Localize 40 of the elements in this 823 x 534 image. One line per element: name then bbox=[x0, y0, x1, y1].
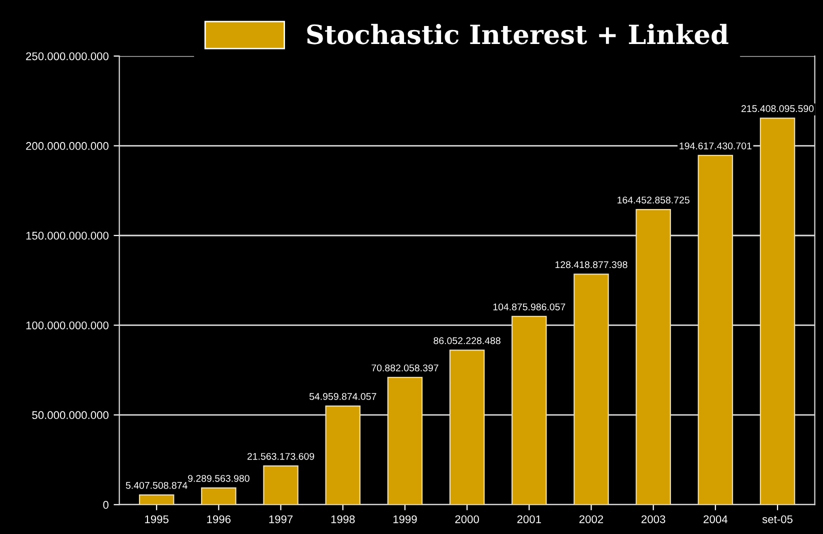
data-label: 70.882.058.397 bbox=[372, 364, 438, 372]
bar bbox=[263, 465, 298, 505]
y-tick-label: 50.000.000.000 bbox=[32, 411, 108, 420]
x-tick-label: 1996 bbox=[207, 515, 231, 524]
x-tick-label: 1999 bbox=[393, 515, 417, 524]
x-tick-label: 2002 bbox=[579, 515, 604, 524]
bar bbox=[325, 405, 360, 505]
x-tick-label: 1995 bbox=[145, 515, 168, 524]
bar bbox=[636, 209, 671, 505]
y-tick-label: 100.000.000.000 bbox=[26, 321, 108, 330]
x-tick-label: 1997 bbox=[269, 515, 293, 524]
x-tick-label: 2000 bbox=[455, 515, 479, 524]
data-label: 164.452.858.725 bbox=[618, 196, 690, 204]
x-tick-label: 2001 bbox=[517, 515, 541, 524]
bar bbox=[574, 274, 609, 505]
data-label: 194.617.430.701 bbox=[680, 142, 752, 150]
data-label: 215.408.095.590 bbox=[742, 105, 814, 112]
y-tick-label: 200.000.000.000 bbox=[26, 142, 108, 150]
bar bbox=[138, 494, 174, 505]
bar bbox=[760, 118, 796, 505]
data-label: 54.959.874.057 bbox=[309, 393, 376, 400]
bar bbox=[449, 350, 485, 505]
data-label: 21.563.173.609 bbox=[247, 452, 314, 460]
y-tick-label: 150.000.000.000 bbox=[26, 232, 108, 240]
bar bbox=[512, 316, 547, 505]
bar bbox=[201, 487, 236, 505]
data-label: 86.052.228.488 bbox=[434, 337, 500, 344]
x-tick-label: set-05 bbox=[762, 515, 792, 524]
legend-label: Stochastic Interest + Linked bbox=[307, 24, 728, 44]
data-label: 104.875.986.057 bbox=[493, 303, 566, 310]
y-tick-label: 0 bbox=[103, 500, 108, 509]
x-tick-label: 2003 bbox=[642, 515, 666, 524]
bar bbox=[698, 154, 734, 505]
y-tick-label: 250.000.000.000 bbox=[26, 52, 108, 60]
bar bbox=[387, 376, 423, 505]
x-tick-label: 2004 bbox=[704, 515, 728, 524]
data-label: 5.407.508.874 bbox=[126, 482, 188, 489]
data-label: 9.289.563.980 bbox=[188, 474, 250, 482]
data-label: 128.418.877.398 bbox=[555, 261, 628, 268]
x-tick-label: 1998 bbox=[331, 515, 355, 524]
